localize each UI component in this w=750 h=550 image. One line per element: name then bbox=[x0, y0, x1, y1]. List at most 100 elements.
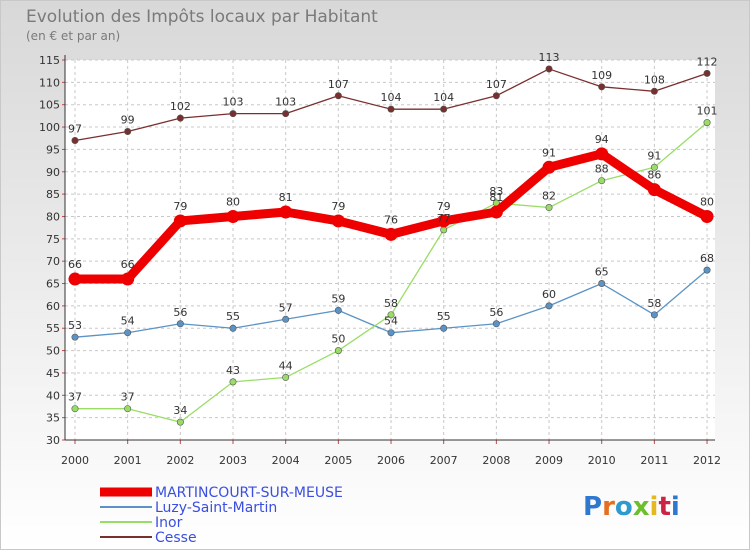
data-label-MARTINCOURT-SUR-MEUSE: 76 bbox=[384, 213, 398, 226]
data-point-Luzy-Saint-Martin bbox=[71, 333, 79, 341]
y-tick-label: 90 bbox=[46, 166, 60, 179]
x-tick-label: 2005 bbox=[324, 454, 352, 467]
y-tick-label: 35 bbox=[46, 412, 60, 425]
data-label-Inor: 91 bbox=[647, 149, 661, 162]
data-label-Inor: 37 bbox=[68, 391, 82, 404]
data-point-Cesse bbox=[440, 105, 448, 113]
y-tick-label: 115 bbox=[39, 54, 60, 67]
data-label-MARTINCOURT-SUR-MEUSE: 81 bbox=[279, 191, 293, 204]
y-tick-label: 75 bbox=[46, 233, 60, 246]
data-point-Luzy-Saint-Martin bbox=[334, 306, 342, 314]
data-label-Inor: 83 bbox=[489, 185, 503, 198]
x-tick-label: 2011 bbox=[640, 454, 668, 467]
data-point-MARTINCOURT-SUR-MEUSE bbox=[121, 272, 135, 286]
data-label-Cesse: 97 bbox=[68, 122, 82, 135]
data-point-Luzy-Saint-Martin bbox=[387, 329, 395, 337]
y-tick-label: 50 bbox=[46, 345, 60, 358]
legend-label-Luzy-Saint-Martin: Luzy-Saint-Martin bbox=[155, 500, 277, 516]
data-label-Cesse: 107 bbox=[328, 78, 349, 91]
x-tick-label: 2006 bbox=[377, 454, 405, 467]
logo-letter: r bbox=[602, 492, 615, 522]
data-point-MARTINCOURT-SUR-MEUSE bbox=[489, 205, 503, 219]
x-tick-label: 2012 bbox=[693, 454, 721, 467]
y-tick-label: 60 bbox=[46, 300, 60, 313]
data-point-Inor bbox=[71, 405, 79, 413]
data-label-Cesse: 99 bbox=[121, 114, 135, 127]
data-point-Inor bbox=[440, 226, 448, 234]
data-point-Luzy-Saint-Martin bbox=[124, 329, 132, 337]
data-point-Inor bbox=[282, 373, 290, 381]
proxiti-logo: Proxiti bbox=[583, 492, 680, 522]
data-point-Inor bbox=[387, 311, 395, 319]
series-layer bbox=[68, 65, 714, 426]
data-point-MARTINCOURT-SUR-MEUSE bbox=[384, 227, 398, 241]
data-point-MARTINCOURT-SUR-MEUSE bbox=[647, 183, 661, 197]
data-point-Luzy-Saint-Martin bbox=[176, 320, 184, 328]
data-label-MARTINCOURT-SUR-MEUSE: 79 bbox=[331, 200, 345, 213]
data-label-Inor: 58 bbox=[384, 297, 398, 310]
data-point-MARTINCOURT-SUR-MEUSE bbox=[542, 160, 556, 174]
data-point-MARTINCOURT-SUR-MEUSE bbox=[700, 209, 714, 223]
data-point-Inor bbox=[176, 418, 184, 426]
data-label-Inor: 44 bbox=[279, 359, 293, 372]
y-tick-label: 110 bbox=[39, 76, 60, 89]
data-label-Inor: 101 bbox=[697, 105, 718, 118]
data-point-Luzy-Saint-Martin bbox=[703, 266, 711, 274]
data-label-Cesse: 102 bbox=[170, 100, 191, 113]
data-point-Inor bbox=[545, 204, 553, 212]
logo-letter: i bbox=[671, 492, 680, 522]
y-tick-label: 55 bbox=[46, 322, 60, 335]
data-point-MARTINCOURT-SUR-MEUSE bbox=[226, 209, 240, 223]
data-label-Luzy-Saint-Martin: 55 bbox=[226, 310, 240, 323]
data-point-Cesse bbox=[650, 87, 658, 95]
x-tick-label: 2001 bbox=[114, 454, 142, 467]
data-point-MARTINCOURT-SUR-MEUSE bbox=[68, 272, 82, 286]
data-point-Cesse bbox=[229, 110, 237, 118]
data-label-Luzy-Saint-Martin: 55 bbox=[437, 310, 451, 323]
logo-letter: P bbox=[583, 492, 602, 522]
y-tick-label: 85 bbox=[46, 188, 60, 201]
data-label-Luzy-Saint-Martin: 56 bbox=[489, 306, 503, 319]
legend-label-MARTINCOURT-SUR-MEUSE: MARTINCOURT-SUR-MEUSE bbox=[155, 485, 343, 501]
data-point-Luzy-Saint-Martin bbox=[229, 324, 237, 332]
logo-letter: o bbox=[615, 492, 633, 522]
data-point-MARTINCOURT-SUR-MEUSE bbox=[279, 205, 293, 219]
data-point-Luzy-Saint-Martin bbox=[492, 320, 500, 328]
data-point-MARTINCOURT-SUR-MEUSE bbox=[595, 147, 609, 161]
x-tick-label: 2008 bbox=[482, 454, 510, 467]
data-point-Luzy-Saint-Martin bbox=[545, 302, 553, 310]
data-label-Inor: 77 bbox=[437, 212, 451, 225]
legend: MARTINCOURT-SUR-MEUSELuzy-Saint-MartinIn… bbox=[100, 485, 343, 546]
data-label-Luzy-Saint-Martin: 58 bbox=[647, 297, 661, 310]
data-label-Inor: 50 bbox=[331, 333, 345, 346]
data-label-MARTINCOURT-SUR-MEUSE: 66 bbox=[121, 258, 135, 271]
logo-letter: x bbox=[633, 492, 650, 522]
data-label-Luzy-Saint-Martin: 57 bbox=[279, 301, 293, 314]
data-label-MARTINCOURT-SUR-MEUSE: 80 bbox=[700, 195, 714, 208]
x-tick-label: 2003 bbox=[219, 454, 247, 467]
data-label-MARTINCOURT-SUR-MEUSE: 86 bbox=[647, 169, 661, 182]
data-point-Cesse bbox=[545, 65, 553, 73]
data-label-Inor: 88 bbox=[595, 163, 609, 176]
data-label-MARTINCOURT-SUR-MEUSE: 79 bbox=[173, 200, 187, 213]
chart-subtitle: (en € et par an) bbox=[26, 29, 120, 43]
data-label-Luzy-Saint-Martin: 53 bbox=[68, 319, 82, 332]
data-label-Cesse: 103 bbox=[223, 96, 244, 109]
data-point-Cesse bbox=[71, 136, 79, 144]
y-tick-label: 45 bbox=[46, 367, 60, 380]
x-tick-label: 2010 bbox=[588, 454, 616, 467]
data-label-MARTINCOURT-SUR-MEUSE: 80 bbox=[226, 195, 240, 208]
data-label-MARTINCOURT-SUR-MEUSE: 66 bbox=[68, 258, 82, 271]
x-tick-label: 2009 bbox=[535, 454, 563, 467]
y-tick-label: 80 bbox=[46, 210, 60, 223]
x-tick-label: 2004 bbox=[272, 454, 300, 467]
data-label-MARTINCOURT-SUR-MEUSE: 79 bbox=[437, 200, 451, 213]
data-point-Cesse bbox=[334, 92, 342, 100]
data-point-Cesse bbox=[598, 83, 606, 91]
data-label-Cesse: 112 bbox=[697, 55, 718, 68]
y-tick-label: 70 bbox=[46, 255, 60, 268]
data-label-MARTINCOURT-SUR-MEUSE: 91 bbox=[542, 146, 556, 159]
data-label-MARTINCOURT-SUR-MEUSE: 94 bbox=[595, 133, 609, 146]
data-point-Inor bbox=[650, 163, 658, 171]
